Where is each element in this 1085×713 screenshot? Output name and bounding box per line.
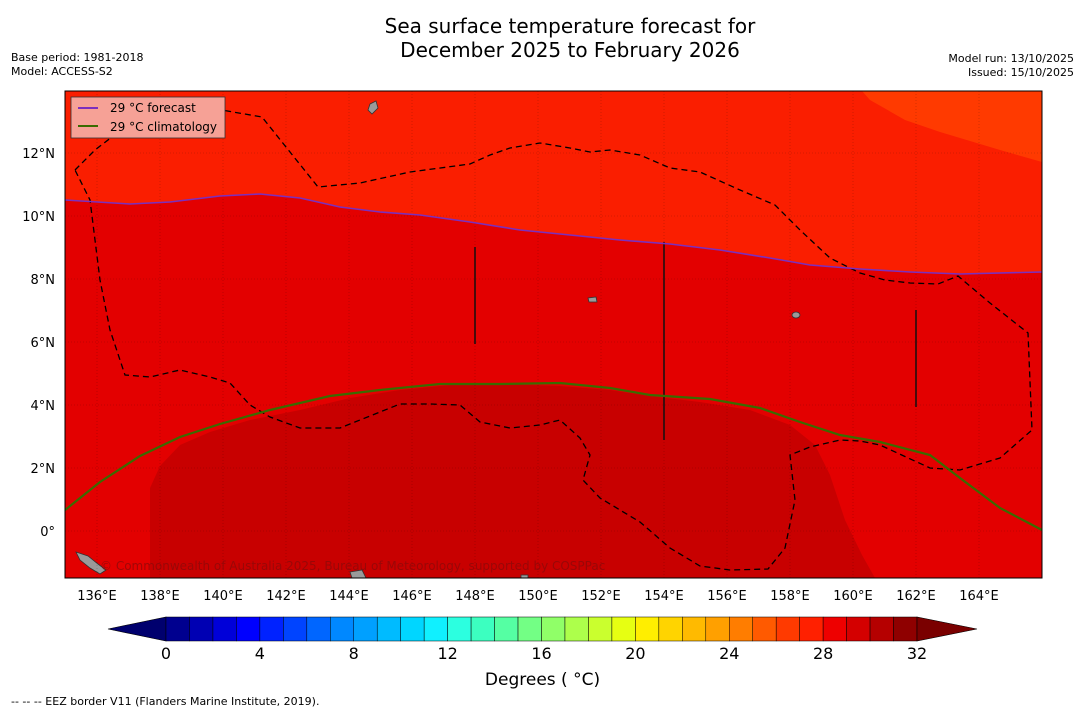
colorbar-tick-label: 16 (531, 644, 551, 663)
model-run-text: Model run: 13/10/2025 (948, 52, 1074, 65)
map-frame (64, 90, 1043, 579)
colorbar-segment (799, 616, 824, 642)
latitude-tick-label: 0° (40, 525, 55, 540)
longitude-tick-label: 150°E (518, 589, 558, 604)
longitude-tick-label: 144°E (329, 589, 369, 604)
issued-text: Issued: 15/10/2025 (967, 66, 1074, 79)
longitude-axis: 136°E 138°E 140°E 142°E 144°E 146°E 148°E 150°E… (77, 589, 999, 604)
colorbar-tick-label: 12 (437, 644, 457, 663)
colorbar-tick-label: 32 (907, 644, 927, 663)
colorbar-high-extend-arrow (916, 616, 978, 642)
colorbar-segment (353, 616, 378, 642)
legend-box (70, 96, 226, 139)
colorbar-units-label: Degrees ( °C) (484, 670, 601, 690)
eez-border (74, 107, 1033, 571)
latitude-tick-label: 6°N (31, 336, 56, 351)
map-field: © Commonwealth of Australia 2025, Bureau… (65, 91, 1042, 578)
longitude-tick-label: 156°E (707, 589, 747, 604)
colorbar-tick-label: 4 (255, 644, 265, 663)
latitude-axis: 12°N 10°N 8°N 6°N 4°N 2°N 0° (22, 147, 55, 540)
meta-right: Model run: 13/10/2025 Issued: 15/10/2025 (948, 52, 1074, 80)
colorbar-tick-label: 28 (813, 644, 833, 663)
longitude-tick-label: 152°E (581, 589, 621, 604)
colorbar-tick-labels: 0 4 8 12 16 20 24 28 32 (161, 644, 927, 663)
colorbar-segment (376, 616, 401, 642)
colorbar-segment (752, 616, 777, 642)
colorbar-segment (705, 616, 730, 642)
colorbar-segment (165, 616, 190, 642)
longitude-tick-label: 142°E (266, 589, 306, 604)
longitude-tick-label: 146°E (392, 589, 432, 604)
latitude-tick-label: 10°N (22, 210, 55, 225)
colorbar-tick-label: 20 (625, 644, 645, 663)
colorbar-segment (822, 616, 847, 642)
colorbar-low-extend-arrow (107, 616, 167, 642)
longitude-tick-label: 158°E (770, 589, 810, 604)
longitude-tick-label: 148°E (455, 589, 495, 604)
colorbar-segment (470, 616, 495, 642)
land-mass (349, 569, 367, 578)
longitude-tick-label: 160°E (833, 589, 873, 604)
colorbar-segment (564, 616, 589, 642)
longitude-tick-label: 136°E (77, 589, 117, 604)
colorbar-segment (236, 616, 261, 642)
colorbar-segment (588, 616, 613, 642)
colorbar-tick-label: 8 (349, 644, 359, 663)
colorbar-segment (775, 616, 800, 642)
base-period-text: Base period: 1981-2018 (11, 51, 144, 64)
colorbar-segment (846, 616, 871, 642)
colorbar-segment (189, 616, 214, 642)
latitude-tick-label: 2°N (31, 462, 56, 477)
colorbar-segment (682, 616, 707, 642)
colorbar-segment (494, 616, 519, 642)
colorbar-segment (729, 616, 753, 642)
colorbar-segment (635, 616, 660, 642)
land-mass (520, 574, 529, 578)
watermark-text: © Commonwealth of Australia 2025, Bureau… (100, 559, 605, 573)
colorbar-segment (423, 616, 448, 642)
latitude-tick-label: 12°N (22, 147, 55, 162)
legend-forecast-label: 29 °C forecast (110, 101, 196, 115)
colorbar-segment (611, 616, 636, 642)
sst-region-above-30 (150, 384, 875, 578)
colorbar-segment (212, 616, 237, 642)
colorbar-segment (400, 616, 425, 642)
meta-left: Base period: 1981-2018 Model: ACCESS-S2 (11, 51, 143, 79)
longitude-tick-label: 138°E (140, 589, 180, 604)
latitude-tick-label: 8°N (31, 273, 56, 288)
model-text: Model: ACCESS-S2 (11, 65, 113, 78)
footer-note: -- -- -- EEZ border V11 (Flanders Marine… (11, 695, 320, 708)
colorbar-segment (658, 616, 683, 642)
colorbar-segment (330, 616, 354, 642)
longitude-tick-label: 154°E (644, 589, 684, 604)
colorbar-segment (283, 616, 308, 642)
colorbar-tick-label: 0 (161, 644, 171, 663)
longitude-tick-label: 164°E (959, 589, 999, 604)
longitude-tick-label: 162°E (896, 589, 936, 604)
chart-title: Sea surface temperature forecast for Dec… (0, 14, 1085, 62)
land-mass (367, 100, 379, 115)
colorbar-segment (259, 616, 284, 642)
land-mass (75, 551, 107, 575)
land-mass (587, 296, 598, 303)
colorbar-segment (893, 616, 918, 642)
longitude-tick-label: 140°E (203, 589, 243, 604)
legend: 29 °C forecast 29 °C climatology (70, 96, 226, 139)
colorbar-segment (541, 616, 566, 642)
forecast-29c-contour (65, 193, 1042, 275)
sst-region-27-28 (862, 91, 1042, 162)
title-line-1: Sea surface temperature forecast for (384, 14, 756, 38)
colorbar (107, 616, 978, 642)
colorbar-segment (869, 616, 894, 642)
colorbar-segment (447, 616, 472, 642)
climatology-29c-contour (65, 381, 1042, 531)
colorbar-tick-label: 24 (719, 644, 739, 663)
latitude-tick-label: 4°N (31, 399, 56, 414)
land-mass (791, 311, 801, 319)
legend-climatology-label: 29 °C climatology (110, 120, 217, 134)
colorbar-segment (517, 616, 542, 642)
colorbar-segment (306, 616, 331, 642)
title-line-2: December 2025 to February 2026 (400, 38, 740, 62)
